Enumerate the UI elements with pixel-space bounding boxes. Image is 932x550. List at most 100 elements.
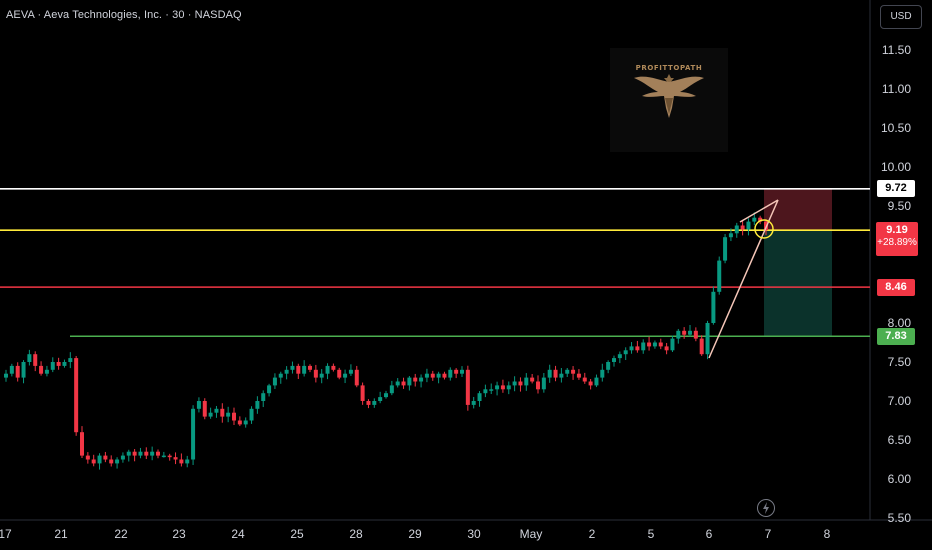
candle-body xyxy=(693,330,698,339)
wedge-upper-line[interactable] xyxy=(739,199,779,223)
candle-body xyxy=(576,373,581,378)
candle-body xyxy=(284,369,289,374)
candle-body xyxy=(617,354,622,359)
candle-body xyxy=(354,369,359,386)
candle-body xyxy=(495,385,500,390)
candle-body xyxy=(21,362,26,378)
candle-body xyxy=(167,455,172,458)
candle-body xyxy=(407,377,412,386)
candle-body xyxy=(489,389,494,391)
candle-body xyxy=(500,385,505,390)
x-tick-label: 8 xyxy=(824,527,831,541)
x-tick-label: 28 xyxy=(349,527,363,541)
candle-body xyxy=(44,369,49,374)
candle-body xyxy=(185,459,190,464)
candle-body xyxy=(512,381,517,386)
candle-body xyxy=(313,369,318,378)
y-tick-label: 8.00 xyxy=(888,316,912,330)
current-price: 9.19 xyxy=(886,224,908,236)
candle-body xyxy=(477,393,482,401)
candle-body xyxy=(536,381,540,390)
candle-body xyxy=(156,451,160,456)
candle-body xyxy=(272,377,277,386)
stop-loss-zone xyxy=(764,189,832,230)
candle-body xyxy=(454,369,459,374)
lightning-icon[interactable] xyxy=(757,499,775,517)
candle-body xyxy=(471,401,476,405)
white-level-label: 9.72 xyxy=(877,180,915,198)
horizontal-levels[interactable] xyxy=(0,188,870,338)
candle-body xyxy=(740,225,745,230)
watermark-text: PROFITTOPATH xyxy=(635,64,703,72)
candle-body xyxy=(378,397,383,401)
candle-body xyxy=(442,373,447,378)
candle-body xyxy=(384,393,388,398)
candle-body xyxy=(4,373,8,378)
candle-body xyxy=(600,369,605,378)
wedge-drawing[interactable] xyxy=(708,199,779,359)
candle-body xyxy=(723,237,728,261)
current-price-tag: 9.19 +28.89% xyxy=(876,222,918,256)
candle-body xyxy=(144,451,149,456)
candle-body xyxy=(647,342,652,347)
candle-body xyxy=(115,459,120,464)
candle-body xyxy=(214,408,219,413)
candle-body xyxy=(296,365,301,374)
candle-body xyxy=(237,420,242,425)
candle-body xyxy=(348,369,353,374)
candle-body xyxy=(267,385,272,394)
candles xyxy=(4,212,768,470)
candle-body xyxy=(372,401,377,405)
candle-body xyxy=(664,346,669,351)
candle-body xyxy=(524,377,529,386)
candle-body xyxy=(302,365,307,374)
candle-body xyxy=(699,338,704,355)
candle-body xyxy=(413,377,418,382)
green-level-label: 7.83 xyxy=(877,327,915,345)
candle-body xyxy=(419,377,424,382)
x-axis[interactable]: 17 21 22 23 24 25 28 29 30 May 2 5 6 7 8 xyxy=(0,527,831,541)
take-profit-zone xyxy=(764,230,832,337)
candle-body xyxy=(150,451,155,456)
eagle-icon xyxy=(634,74,704,118)
candle-body xyxy=(688,330,692,335)
candle-body xyxy=(728,233,733,238)
candle-body xyxy=(506,385,511,390)
candle-body xyxy=(658,342,663,347)
candle-body xyxy=(541,377,546,390)
candle-body xyxy=(255,401,260,409)
candle-body xyxy=(226,412,231,417)
candle-body xyxy=(343,373,348,378)
candle-body xyxy=(138,451,143,456)
candle-body xyxy=(623,350,628,355)
candle-body xyxy=(705,323,710,355)
candle-body xyxy=(676,330,681,339)
candle-body xyxy=(606,362,611,370)
wedge-lower-line[interactable] xyxy=(708,199,779,359)
y-tick-label: 7.00 xyxy=(888,394,912,408)
candle-body xyxy=(97,455,102,464)
candle-body xyxy=(15,365,20,378)
candle-body xyxy=(27,354,32,362)
candle-body xyxy=(319,373,324,378)
candle-body xyxy=(173,457,178,460)
candle-body xyxy=(9,365,14,374)
watermark-logo: PROFITTOPATH xyxy=(610,48,728,152)
candle-body xyxy=(401,381,406,386)
candle-body xyxy=(652,342,657,347)
candle-body xyxy=(91,459,96,464)
candle-body xyxy=(682,330,687,335)
candle-body xyxy=(629,346,634,351)
x-tick-label: 30 xyxy=(467,527,481,541)
x-tick-label: 5 xyxy=(648,527,655,541)
currency-button[interactable]: USD xyxy=(880,5,922,29)
candle-body xyxy=(50,362,55,370)
price-change: +28.89% xyxy=(877,237,917,248)
candle-body xyxy=(559,373,564,378)
candle-body xyxy=(518,381,523,386)
candle-body xyxy=(33,354,38,366)
candle-body xyxy=(436,373,441,378)
highlight-circle xyxy=(754,219,774,239)
symbol-title: AEVA · Aeva Technologies, Inc. · 30 · NA… xyxy=(6,9,242,21)
